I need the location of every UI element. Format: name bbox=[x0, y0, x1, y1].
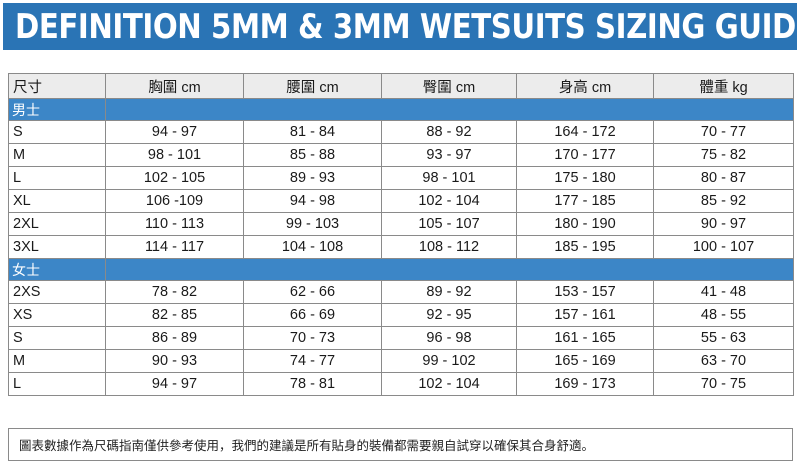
table-body: 男士 S 94 - 97 81 - 84 88 - 92 164 - 172 70 - 77… bbox=[8, 98, 794, 396]
weight-cell: 41 - 48 bbox=[653, 280, 794, 304]
size-cell: 2XL bbox=[8, 212, 106, 236]
height-cell: 164 - 172 bbox=[516, 120, 654, 144]
table-row: L 94 - 97 78 - 81 102 - 104 169 - 173 70 - 75 bbox=[8, 372, 794, 396]
size-cell: L bbox=[8, 166, 106, 190]
chest-cell: 78 - 82 bbox=[105, 280, 244, 304]
table-row: S 86 - 89 70 - 73 96 - 98 161 - 165 55 - 63 bbox=[8, 326, 794, 350]
waist-cell: 66 - 69 bbox=[243, 303, 382, 327]
table-row: L 102 - 105 89 - 93 98 - 101 175 - 180 80 - 8… bbox=[8, 166, 794, 190]
table-row: M 98 - 101 85 - 88 93 - 97 170 - 177 75 - 82 bbox=[8, 143, 794, 167]
waist-cell: 70 - 73 bbox=[243, 326, 382, 350]
hip-cell: 98 - 101 bbox=[381, 166, 517, 190]
height-cell: 175 - 180 bbox=[516, 166, 654, 190]
weight-cell: 70 - 77 bbox=[653, 120, 794, 144]
header-size: 尺寸 bbox=[8, 73, 106, 99]
weight-cell: 100 - 107 bbox=[653, 235, 794, 259]
chest-cell: 102 - 105 bbox=[105, 166, 244, 190]
sizing-table-container: 尺寸 胸圍 cm 腰圍 cm 臀圍 cm 身高 cm 體重 kg 男士 S 94 -… bbox=[8, 73, 794, 396]
header-waist: 腰圍 cm bbox=[243, 73, 382, 99]
hip-cell: 89 - 92 bbox=[381, 280, 517, 304]
section-fill bbox=[105, 258, 794, 281]
header-row: 尺寸 胸圍 cm 腰圍 cm 臀圍 cm 身高 cm 體重 kg bbox=[8, 73, 794, 99]
size-cell: M bbox=[8, 143, 106, 167]
waist-cell: 74 - 77 bbox=[243, 349, 382, 373]
header-height: 身高 cm bbox=[516, 73, 654, 99]
table-row: XL 106 -109 94 - 98 102 - 104 177 - 185 85 - … bbox=[8, 189, 794, 213]
chest-cell: 110 - 113 bbox=[105, 212, 244, 236]
chest-cell: 98 - 101 bbox=[105, 143, 244, 167]
waist-cell: 89 - 93 bbox=[243, 166, 382, 190]
waist-cell: 94 - 98 bbox=[243, 189, 382, 213]
chest-cell: 86 - 89 bbox=[105, 326, 244, 350]
height-cell: 170 - 177 bbox=[516, 143, 654, 167]
hip-cell: 92 - 95 bbox=[381, 303, 517, 327]
section-row: 女士 bbox=[8, 258, 794, 281]
section-row: 男士 bbox=[8, 98, 794, 121]
waist-cell: 78 - 81 bbox=[243, 372, 382, 396]
height-cell: 165 - 169 bbox=[516, 349, 654, 373]
waist-cell: 81 - 84 bbox=[243, 120, 382, 144]
height-cell: 185 - 195 bbox=[516, 235, 654, 259]
section-label: 女士 bbox=[8, 258, 106, 281]
title-banner: DEFINITION 5MM & 3MM WETSUITS SIZING GUI… bbox=[3, 3, 800, 50]
header-weight: 體重 kg bbox=[653, 73, 794, 99]
chest-cell: 114 - 117 bbox=[105, 235, 244, 259]
sizing-table: 尺寸 胸圍 cm 腰圍 cm 臀圍 cm 身高 cm 體重 kg 男士 S 94 -… bbox=[8, 73, 794, 396]
size-cell: S bbox=[8, 120, 106, 144]
weight-cell: 48 - 55 bbox=[653, 303, 794, 327]
table-row: S 94 - 97 81 - 84 88 - 92 164 - 172 70 - 77 bbox=[8, 120, 794, 144]
hip-cell: 96 - 98 bbox=[381, 326, 517, 350]
height-cell: 177 - 185 bbox=[516, 189, 654, 213]
height-cell: 157 - 161 bbox=[516, 303, 654, 327]
waist-cell: 62 - 66 bbox=[243, 280, 382, 304]
hip-cell: 108 - 112 bbox=[381, 235, 517, 259]
page-title: DEFINITION 5MM & 3MM WETSUITS SIZING GUI… bbox=[15, 6, 800, 47]
table-row: M 90 - 93 74 - 77 99 - 102 165 - 169 63 - 70 bbox=[8, 349, 794, 373]
waist-cell: 99 - 103 bbox=[243, 212, 382, 236]
weight-cell: 63 - 70 bbox=[653, 349, 794, 373]
weight-cell: 85 - 92 bbox=[653, 189, 794, 213]
table-row: 2XS 78 - 82 62 - 66 89 - 92 153 - 157 41 - 48 bbox=[8, 280, 794, 304]
table-row: 2XL 110 - 113 99 - 103 105 - 107 180 - 190 90… bbox=[8, 212, 794, 236]
weight-cell: 80 - 87 bbox=[653, 166, 794, 190]
chest-cell: 94 - 97 bbox=[105, 372, 244, 396]
height-cell: 169 - 173 bbox=[516, 372, 654, 396]
waist-cell: 85 - 88 bbox=[243, 143, 382, 167]
hip-cell: 102 - 104 bbox=[381, 372, 517, 396]
size-cell: M bbox=[8, 349, 106, 373]
hip-cell: 99 - 102 bbox=[381, 349, 517, 373]
size-cell: 3XL bbox=[8, 235, 106, 259]
chest-cell: 94 - 97 bbox=[105, 120, 244, 144]
size-cell: 2XS bbox=[8, 280, 106, 304]
chest-cell: 106 -109 bbox=[105, 189, 244, 213]
weight-cell: 90 - 97 bbox=[653, 212, 794, 236]
hip-cell: 105 - 107 bbox=[381, 212, 517, 236]
header-hip: 臀圍 cm bbox=[381, 73, 517, 99]
chest-cell: 82 - 85 bbox=[105, 303, 244, 327]
section-label: 男士 bbox=[8, 98, 106, 121]
size-cell: XL bbox=[8, 189, 106, 213]
waist-cell: 104 - 108 bbox=[243, 235, 382, 259]
size-cell: L bbox=[8, 372, 106, 396]
table-row: 3XL 114 - 117 104 - 108 108 - 112 185 - 195 1… bbox=[8, 235, 794, 259]
height-cell: 161 - 165 bbox=[516, 326, 654, 350]
hip-cell: 93 - 97 bbox=[381, 143, 517, 167]
footnote: 圖表數據作為尺碼指南僅供參考使用，我們的建議是所有貼身的裝備都需要親自試穿以確保… bbox=[8, 428, 793, 461]
height-cell: 180 - 190 bbox=[516, 212, 654, 236]
table-row: XS 82 - 85 66 - 69 92 - 95 157 - 161 48 - 55 bbox=[8, 303, 794, 327]
size-cell: XS bbox=[8, 303, 106, 327]
height-cell: 153 - 157 bbox=[516, 280, 654, 304]
hip-cell: 88 - 92 bbox=[381, 120, 517, 144]
header-chest: 胸圍 cm bbox=[105, 73, 244, 99]
size-cell: S bbox=[8, 326, 106, 350]
weight-cell: 70 - 75 bbox=[653, 372, 794, 396]
weight-cell: 75 - 82 bbox=[653, 143, 794, 167]
section-fill bbox=[105, 98, 794, 121]
weight-cell: 55 - 63 bbox=[653, 326, 794, 350]
hip-cell: 102 - 104 bbox=[381, 189, 517, 213]
chest-cell: 90 - 93 bbox=[105, 349, 244, 373]
